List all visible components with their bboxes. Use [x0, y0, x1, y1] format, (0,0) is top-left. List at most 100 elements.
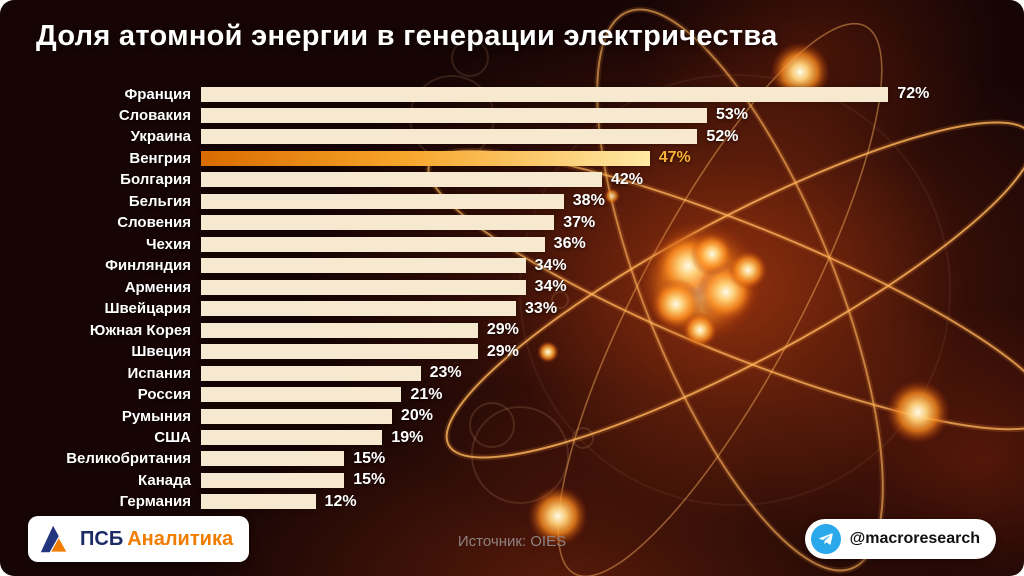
country-label: Болгария: [120, 171, 191, 189]
chart-row: Германия 12%: [36, 492, 986, 512]
chart-row: Южная Корея 29%: [36, 320, 986, 340]
country-label: Румыния: [121, 407, 191, 425]
chart-row: Болгария 42%: [36, 170, 986, 190]
telegram-badge[interactable]: @macroresearch: [804, 519, 996, 559]
chart-row: Армения 34%: [36, 277, 986, 297]
country-label: Германия: [119, 493, 191, 511]
bar: [201, 172, 602, 188]
value-label: 29%: [486, 342, 519, 360]
value-label: 34%: [534, 278, 567, 296]
bar: [201, 365, 421, 381]
bar-track: 23%: [201, 364, 917, 382]
bar-track: 34%: [201, 257, 917, 275]
bar-track: 29%: [201, 321, 917, 339]
bar-track: 34%: [201, 278, 917, 296]
value-label: 47%: [658, 149, 691, 167]
country-label: Франция: [124, 85, 191, 103]
bar: [201, 301, 517, 317]
chart-row: Финляндия 34%: [36, 256, 986, 276]
value-label: 19%: [391, 428, 424, 446]
bar-track: 47%: [201, 149, 917, 167]
brand-card: ПСБ Аналитика: [28, 516, 250, 562]
bar: [201, 193, 564, 209]
telegram-icon: [810, 524, 841, 554]
country-label: Россия: [137, 386, 191, 404]
bar-track: 12%: [201, 493, 917, 511]
bar-track: 21%: [201, 386, 917, 404]
value-label: 72%: [897, 85, 930, 102]
value-label: 21%: [410, 385, 443, 403]
value-label: 52%: [706, 127, 739, 145]
country-label: Украина: [130, 128, 191, 146]
chart-row: Румыния 20%: [36, 406, 986, 426]
bar-track: 33%: [201, 300, 917, 318]
bar: [201, 494, 316, 510]
chart-row: Украина 52%: [36, 127, 986, 147]
country-label: Армения: [124, 278, 191, 296]
bar-track: 36%: [201, 235, 917, 253]
bar: [201, 150, 650, 166]
chart-row: Словакия 53%: [36, 105, 986, 125]
bar: [201, 344, 478, 360]
country-label: США: [154, 429, 191, 446]
chart-row: Канада 15%: [36, 470, 986, 490]
bar: [201, 387, 402, 403]
bar: [201, 279, 526, 295]
value-label: 34%: [534, 256, 567, 274]
chart-row: Бельгия 38%: [36, 191, 986, 211]
psb-logo-icon: [40, 525, 69, 553]
value-label: 15%: [353, 449, 386, 467]
country-label: Великобритания: [66, 450, 191, 468]
bar-track: 15%: [201, 471, 917, 489]
chart-row: Россия 21%: [36, 385, 986, 405]
chart-row: Словения 37%: [36, 213, 986, 233]
bar-track: 53%: [201, 106, 917, 124]
bar: [201, 215, 555, 231]
country-label: Венгрия: [129, 149, 191, 167]
brand-text: ПСБ Аналитика: [80, 528, 233, 551]
nucleus: [638, 220, 768, 348]
bar-chart: Франция 72% Словакия 53% Украина 52% Венгрия 47…: [36, 84, 986, 512]
bar-track: 20%: [201, 407, 917, 425]
chart-row: Франция 72%: [36, 84, 986, 104]
country-label: Финляндия: [105, 257, 191, 275]
brand-primary-label: ПСБ: [80, 527, 124, 550]
country-label: Швеция: [131, 343, 191, 361]
bar-track: 29%: [201, 343, 917, 361]
bar-track: 19%: [201, 429, 917, 447]
value-label: 20%: [400, 407, 433, 425]
bar: [201, 472, 345, 488]
country-label: Южная Корея: [89, 321, 191, 339]
chart-row: Испания 23%: [36, 363, 986, 383]
value-label: 29%: [486, 321, 519, 339]
bar: [201, 451, 345, 467]
country-label: Чехия: [146, 235, 191, 253]
bar-track: 72%: [201, 85, 929, 103]
country-label: Словакия: [118, 106, 191, 124]
value-label: 37%: [563, 213, 596, 231]
bar: [201, 258, 526, 274]
chart-row: Швейцария 33%: [36, 299, 986, 319]
chart-row: Великобритания 15%: [36, 449, 986, 469]
bar: [201, 322, 478, 338]
footer: ПСБ Аналитика Источник: OIES @macroresear…: [0, 514, 1024, 576]
bar-track: 37%: [201, 214, 917, 232]
country-label: Словения: [117, 214, 191, 232]
bar: [201, 236, 545, 252]
telegram-handle: @macroresearch: [849, 530, 980, 547]
country-label: Швейцария: [104, 300, 191, 318]
bar: [201, 86, 889, 102]
value-label: 15%: [353, 471, 386, 489]
value-label: 38%: [572, 192, 605, 210]
bar: [201, 430, 383, 445]
chart-row: Чехия 36%: [36, 234, 986, 254]
page-title: Доля атомной энергии в генерации электри…: [36, 20, 778, 52]
value-label: 23%: [429, 364, 462, 382]
value-label: 53%: [715, 106, 748, 124]
country-label: Бельгия: [128, 192, 191, 210]
value-label: 12%: [324, 492, 357, 510]
value-label: 33%: [525, 299, 558, 317]
value-label: 36%: [553, 235, 586, 253]
